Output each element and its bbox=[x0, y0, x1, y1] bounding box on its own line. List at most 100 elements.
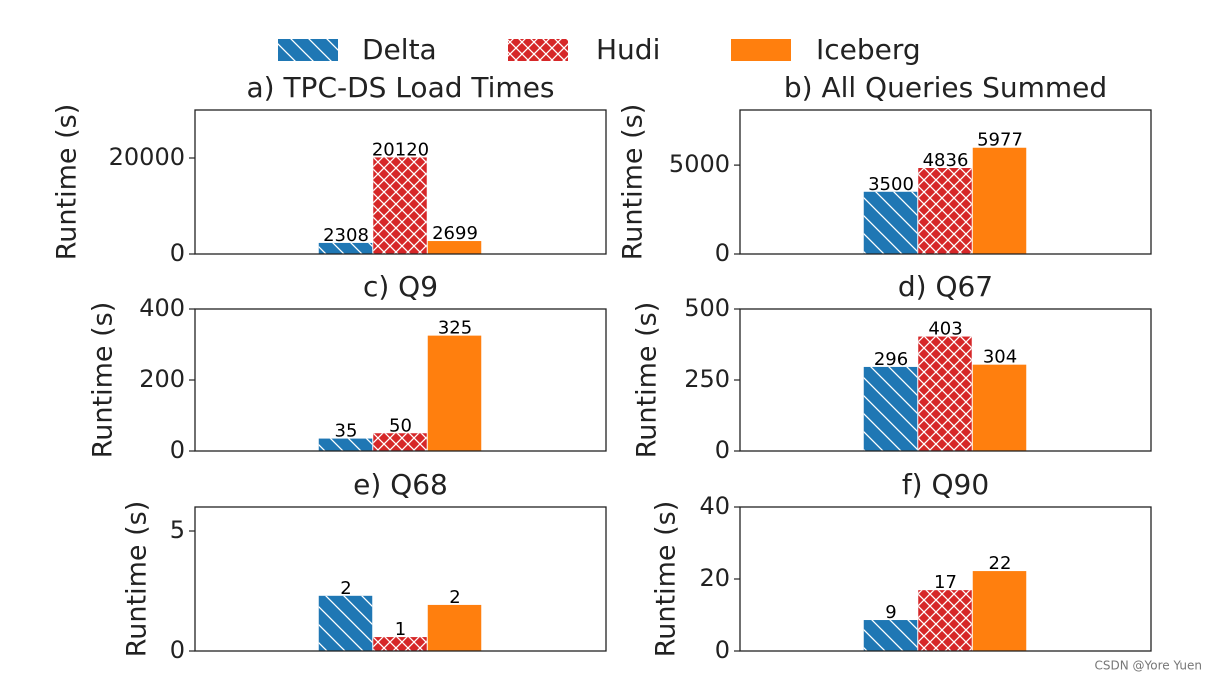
plot-frame bbox=[739, 308, 1152, 452]
bar bbox=[863, 620, 918, 651]
y-axis-label: Runtime (s) bbox=[632, 302, 663, 459]
legend-swatch bbox=[731, 39, 791, 61]
bar bbox=[972, 364, 1027, 451]
y-axis-label: Runtime (s) bbox=[651, 501, 682, 658]
bar-fill-hatch bbox=[918, 168, 972, 254]
subplot: d) Q67 Runtime (s) 0 250 500 296 403 304 bbox=[632, 270, 1152, 464]
bar bbox=[373, 433, 427, 451]
bar-fill bbox=[972, 364, 1027, 451]
subplot: b) All Queries Summed Runtime (s) 0 5000 350… bbox=[618, 71, 1152, 267]
value-label: 403 bbox=[928, 319, 962, 340]
bar-fill-hatch bbox=[863, 191, 918, 254]
y-axis-label: Runtime (s) bbox=[122, 501, 153, 658]
value-label: 2308 bbox=[323, 225, 369, 246]
bar-fill bbox=[427, 335, 482, 451]
legend-label: Delta bbox=[362, 33, 437, 66]
plot-frame bbox=[739, 506, 1152, 652]
bar bbox=[318, 242, 373, 254]
legend-swatch-hatch bbox=[278, 39, 338, 61]
legend-label: Iceberg bbox=[816, 33, 921, 66]
bar-fill-hatch bbox=[863, 620, 918, 651]
subplot: e) Q68 Runtime (s) 0 5 2 1 2 bbox=[122, 468, 607, 664]
value-label: 296 bbox=[874, 349, 908, 370]
legend-item: Hudi bbox=[508, 33, 660, 66]
value-label: 2699 bbox=[432, 223, 478, 244]
value-label: 9 bbox=[885, 602, 896, 623]
legend-label: Hudi bbox=[596, 33, 660, 66]
value-label: 50 bbox=[389, 415, 412, 436]
bar-fill-hatch bbox=[373, 637, 427, 651]
legend-item: Delta bbox=[278, 33, 437, 66]
y-axis-label: Runtime (s) bbox=[52, 104, 83, 261]
bar bbox=[863, 191, 918, 254]
subplot-title: f) Q90 bbox=[902, 468, 989, 501]
bar bbox=[918, 168, 972, 254]
y-tick-label: 400 bbox=[139, 294, 185, 322]
y-tick-label: 40 bbox=[699, 492, 730, 520]
plot-frame bbox=[194, 109, 607, 255]
bar bbox=[373, 637, 427, 651]
value-label: 22 bbox=[989, 553, 1012, 574]
subplot-title: d) Q67 bbox=[898, 270, 993, 303]
value-label: 3500 bbox=[868, 174, 914, 195]
y-tick-label: 0 bbox=[170, 436, 185, 464]
bar-fill-hatch bbox=[373, 433, 427, 451]
value-label: 17 bbox=[934, 572, 957, 593]
subplot: c) Q9 Runtime (s) 0 200 400 35 50 325 bbox=[88, 270, 607, 464]
bar-fill bbox=[972, 571, 1027, 651]
y-tick-label: 0 bbox=[715, 636, 730, 664]
bar-fill bbox=[427, 604, 482, 651]
plot-frame bbox=[194, 308, 607, 452]
bar-fill bbox=[427, 241, 482, 254]
plot-frame bbox=[739, 109, 1152, 255]
plot-frame bbox=[194, 506, 607, 652]
y-tick-label: 20000 bbox=[109, 143, 185, 171]
value-label: 1 bbox=[395, 619, 406, 640]
bar-fill-hatch bbox=[918, 590, 972, 651]
bar bbox=[318, 438, 373, 451]
bar bbox=[427, 335, 482, 451]
y-tick-label: 5 bbox=[170, 516, 185, 544]
bar bbox=[918, 590, 972, 651]
value-label: 2 bbox=[340, 578, 351, 599]
value-label: 35 bbox=[335, 421, 358, 442]
y-tick-label: 0 bbox=[715, 239, 730, 267]
y-tick-label: 0 bbox=[170, 239, 185, 267]
subplot-title: e) Q68 bbox=[353, 468, 448, 501]
bar bbox=[972, 571, 1027, 651]
subplot: f) Q90 Runtime (s) 0 20 40 9 17 22 bbox=[651, 468, 1152, 664]
y-tick-label: 5000 bbox=[669, 150, 730, 178]
bar-fill-hatch bbox=[318, 595, 373, 651]
value-label: 325 bbox=[438, 318, 472, 339]
bar bbox=[318, 595, 373, 651]
subplot-title: a) TPC-DS Load Times bbox=[246, 71, 554, 104]
bar bbox=[427, 604, 482, 651]
subplot-title: c) Q9 bbox=[363, 270, 438, 303]
y-axis-label: Runtime (s) bbox=[88, 302, 119, 459]
subplot-title: b) All Queries Summed bbox=[784, 71, 1107, 104]
legend-item: Iceberg bbox=[731, 33, 921, 66]
y-tick-label: 0 bbox=[170, 636, 185, 664]
watermark: CSDN @Yore Yuen bbox=[1094, 659, 1202, 673]
y-tick-label: 250 bbox=[684, 365, 730, 393]
value-label: 20120 bbox=[372, 139, 429, 160]
legend-swatch-hatch bbox=[508, 39, 568, 61]
bar bbox=[863, 366, 918, 451]
y-tick-label: 500 bbox=[684, 294, 730, 322]
subplot: a) TPC-DS Load Times Runtime (s) 0 20000 230… bbox=[52, 71, 607, 267]
value-label: 304 bbox=[983, 347, 1017, 368]
value-label: 2 bbox=[449, 587, 460, 608]
bar-fill-hatch bbox=[918, 336, 972, 451]
y-tick-label: 20 bbox=[699, 564, 730, 592]
y-tick-label: 200 bbox=[139, 365, 185, 393]
bar bbox=[972, 147, 1027, 254]
bar-fill-hatch bbox=[318, 242, 373, 254]
y-axis-label: Runtime (s) bbox=[618, 104, 649, 261]
bar-fill bbox=[972, 147, 1027, 254]
value-label: 5977 bbox=[977, 130, 1023, 151]
bar-fill-hatch bbox=[863, 366, 918, 451]
bar bbox=[373, 157, 427, 254]
bar-fill-hatch bbox=[318, 438, 373, 451]
bar bbox=[918, 336, 972, 451]
